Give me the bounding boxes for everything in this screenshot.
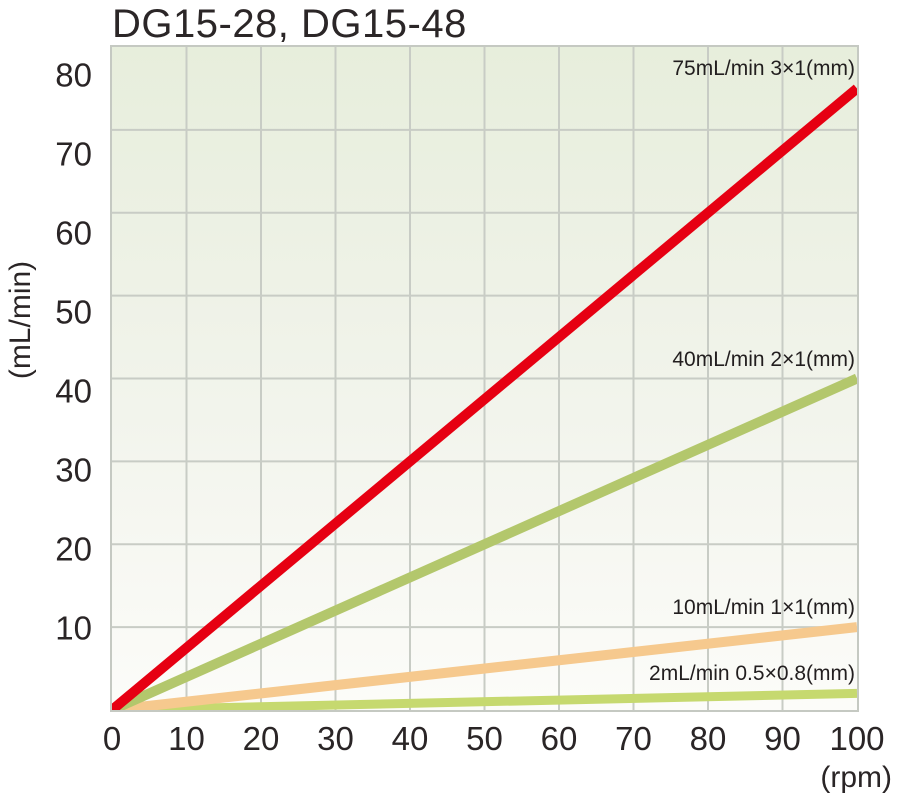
series-line-tubing-2x1mm: [112, 373, 857, 710]
series-label-tubing-3x1mm: 75mL/min 3×1(mm): [672, 57, 855, 81]
x-tick-label: 10: [168, 720, 205, 757]
y-tick-label: 30: [55, 451, 92, 489]
x-tick-label: 60: [540, 720, 578, 757]
y-tick-label: 40: [55, 372, 92, 410]
x-tick-label: 80: [689, 720, 727, 757]
y-tick-label: 50: [55, 293, 92, 331]
series-line-tubing-3x1mm: [112, 84, 857, 710]
x-tick-label: 40: [391, 720, 429, 757]
y-tick-label: 70: [55, 135, 92, 173]
plot-canvas: [112, 47, 857, 710]
series-label-tubing-0.5x0.8mm: 2mL/min 0.5×0.8(mm): [649, 662, 855, 686]
chart-title: DG15-28, DG15-48: [112, 2, 467, 46]
y-tick-label: 20: [55, 530, 92, 568]
x-tick-label: 90: [764, 720, 801, 757]
y-tick-label: 10: [55, 609, 92, 647]
series-label-tubing-1x1mm: 10mL/min 1×1(mm): [672, 596, 855, 620]
y-tick-label: 60: [55, 214, 92, 252]
series-line-tubing-0.5x0.8mm: [112, 688, 857, 710]
x-tick-label: 70: [615, 720, 652, 757]
series-label-tubing-2x1mm: 40mL/min 2×1(mm): [672, 347, 855, 371]
plot-area: [110, 45, 859, 712]
x-tick-label: 100: [829, 720, 885, 757]
x-tick-label: 20: [242, 720, 280, 757]
x-axis-unit-label: (rpm): [820, 761, 892, 794]
series-line-tubing-1x1mm: [112, 622, 857, 710]
x-tick-label: 0: [102, 720, 122, 757]
x-tick-label: 30: [317, 720, 354, 757]
x-tick-label: 50: [466, 720, 503, 757]
y-tick-label: 80: [55, 56, 92, 94]
